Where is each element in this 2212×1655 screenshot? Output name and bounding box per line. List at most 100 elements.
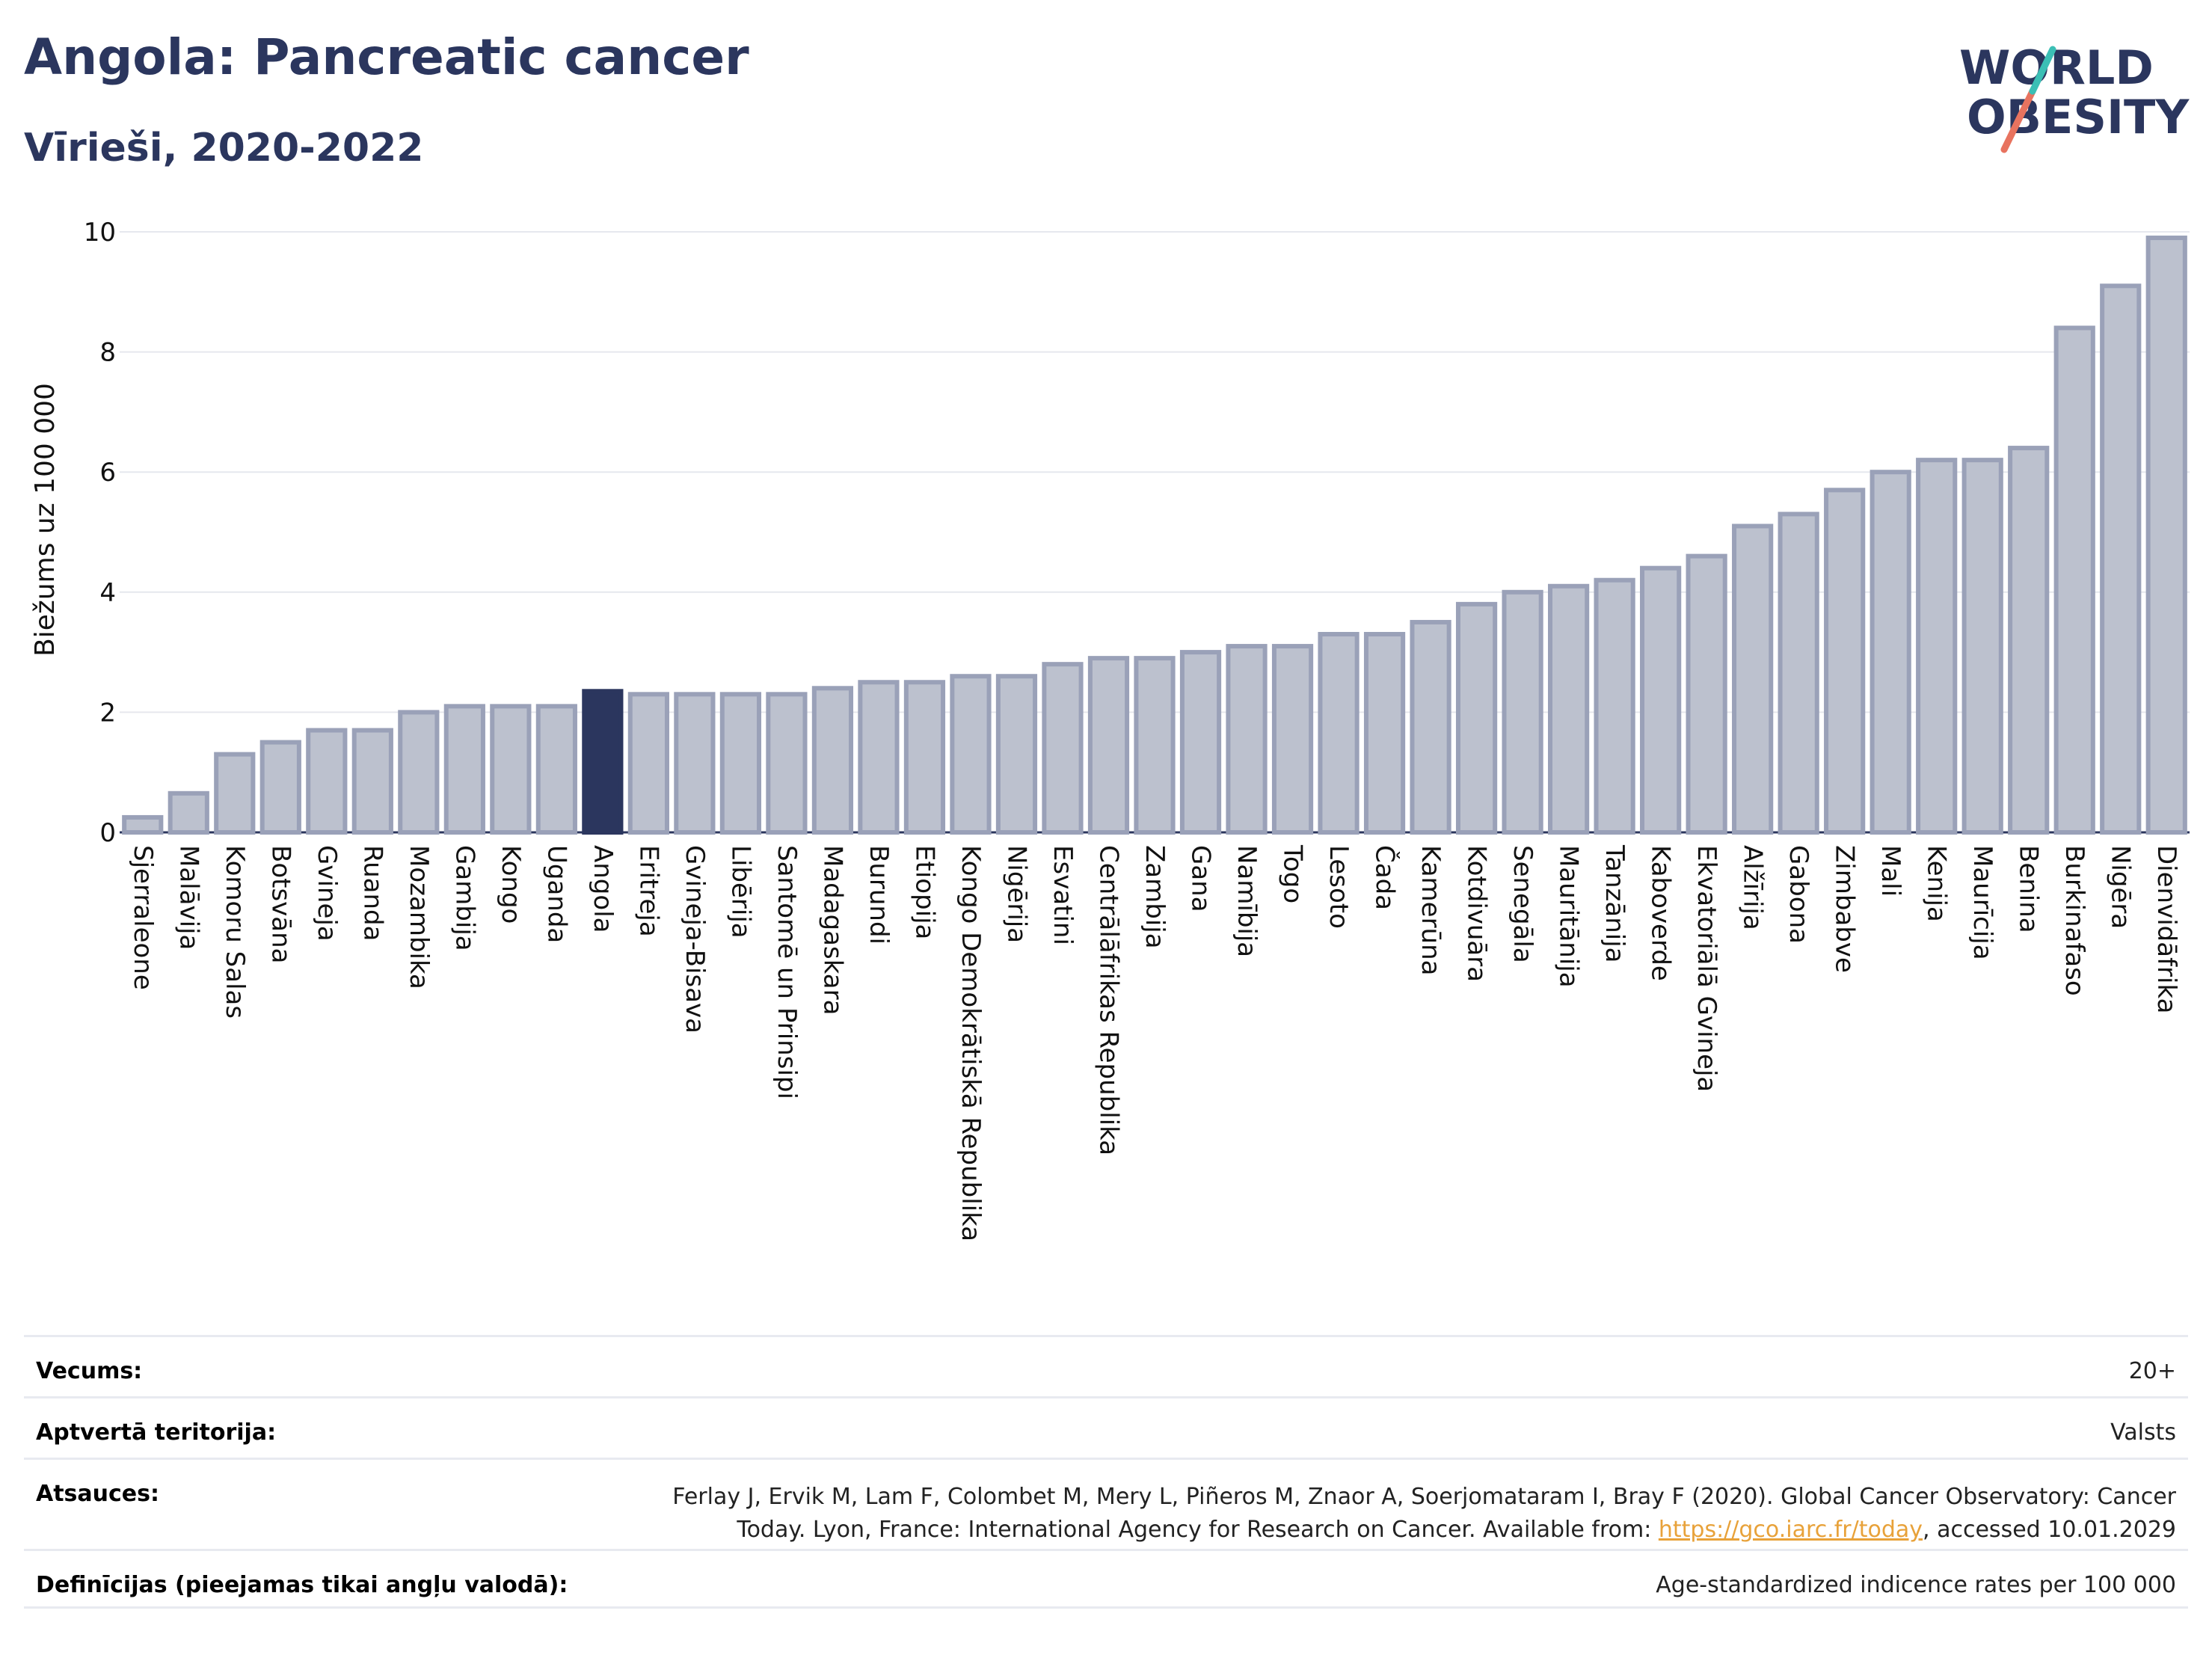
bar-uganda [535, 704, 577, 835]
references-value: Ferlay J, Ervik M, Lam F, Colombet M, Me… [672, 1481, 2176, 1547]
x-tick-label: Nigēra [2106, 845, 2136, 929]
bar-gana [1179, 650, 1222, 835]
bar-zambija [1134, 656, 1176, 835]
y-tick-label: 2 [99, 698, 116, 728]
y-tick-label: 6 [99, 458, 116, 488]
page-subtitle: Vīrieši, 2020-2022 [24, 126, 424, 171]
x-tick-label: Madagaskara [817, 845, 847, 1015]
y-tick-label: 0 [99, 818, 116, 848]
definitions-label: Definīcijas (pieejamas tikai angļu valod… [36, 1572, 568, 1598]
x-tick-label: Ruanda [357, 845, 387, 941]
bar-komoru-salas [214, 752, 256, 835]
x-tick-label: Libērija [725, 845, 755, 939]
age-value: 20+ [2128, 1358, 2176, 1384]
bar-chart: 0 2 4 6 8 10 Sjerraleone Malāvija Komoru Salas B… [30, 218, 2190, 1241]
metadata-table: Vecums: 20+ Aptvertā teritorija: Valsts … [24, 1335, 2188, 1609]
meta-row-references: Atsauces: Ferlay J, Ervik M, Lam F, Colo… [24, 1458, 2188, 1549]
references-text: Today. Lyon, France: International Agenc… [737, 1517, 1659, 1543]
bar-mozambika [398, 710, 440, 835]
y-tick-label: 10 [84, 218, 116, 248]
x-tick-label: Santomē un Prinsipi [772, 845, 802, 1099]
bar-libērija [719, 692, 762, 835]
bar-alžīrija [1732, 523, 1774, 835]
meta-row-age: Vecums: 20+ [24, 1335, 2188, 1396]
x-tick-label: Kotdivuāra [1462, 845, 1492, 982]
x-tick-label: Gvineja [312, 845, 342, 942]
bar-nigērija [995, 674, 1038, 835]
x-tick-label: Benina [2014, 845, 2044, 933]
x-tick-label: Mali [1875, 845, 1905, 897]
x-tick-label: Mauritānija [1554, 845, 1584, 988]
x-tick-label: Dienvidāfrika [2151, 845, 2181, 1013]
page-title: Angola: Pancreatic cancer [24, 28, 749, 86]
logo-line1: WORLD [1959, 40, 2154, 95]
bar-burkinafaso [2053, 325, 2095, 835]
bar-burundi [858, 680, 900, 835]
x-tick-label: Gambija [449, 845, 479, 951]
bar-gvineja-bisava [674, 692, 716, 835]
bar-ekvatoriālā-gvineja [1686, 553, 1727, 835]
x-tick-label: Angola [588, 845, 618, 933]
bar-kamerūna [1410, 619, 1451, 835]
bar-namībija [1226, 644, 1268, 835]
y-tick-labels: 0 2 4 6 8 10 [84, 218, 116, 848]
bar-zimbabve [1824, 488, 1866, 835]
bar-malāvija [168, 790, 209, 835]
bar-etiopija [903, 680, 946, 835]
x-tick-label: Burundi [864, 845, 894, 945]
age-label: Vecums: [36, 1358, 143, 1384]
bar-čada [1363, 632, 1406, 835]
x-tick-label: Togo [1278, 844, 1308, 903]
bars [122, 236, 2187, 835]
bar-kenija [1916, 458, 1958, 835]
x-tick-label: Nigērija [1001, 845, 1031, 943]
x-tick-label: Botsvāna [265, 845, 295, 964]
bar-eritreja [627, 692, 669, 835]
references-line-1: Ferlay J, Ervik M, Lam F, Colombet M, Me… [672, 1484, 2176, 1510]
x-tick-label: Etiopija [909, 845, 939, 939]
references-line-2: Today. Lyon, France: International Agenc… [672, 1514, 2176, 1547]
x-tick-label: Komoru Salas [220, 845, 250, 1019]
x-tick-label: Zimbabve [1830, 845, 1860, 973]
x-tick-label: Uganda [541, 845, 571, 943]
references-accessed: , accessed 10.01.2029 [1923, 1517, 2176, 1543]
bar-centrālāfrikas-republika [1087, 656, 1130, 835]
bar-kongo [490, 704, 532, 835]
bar-ruanda [351, 728, 393, 835]
x-tick-label: Senegāla [1508, 845, 1537, 963]
x-tick-label: Sjerraleone [128, 845, 158, 990]
x-tick-label: Burkinafaso [2059, 845, 2089, 996]
x-tick-label: Kamerūna [1416, 845, 1446, 975]
x-tick-label: Kongo [496, 845, 526, 924]
x-tick-label: Namībija [1232, 845, 1262, 957]
x-tick-label: Centrālāfrikas Republika [1093, 845, 1123, 1155]
bar-tanzānija [1594, 577, 1635, 835]
references-label: Atsauces: [36, 1481, 159, 1507]
bar-kongo-demokrātiskā-republika [950, 674, 992, 835]
bar-esvatini [1042, 662, 1084, 835]
bar-botsvāna [259, 740, 301, 835]
bar-mauritānija [1547, 583, 1590, 835]
bar-kaboverde [1640, 565, 1682, 835]
x-tick-label: Eritreja [633, 845, 663, 937]
meta-row-territory: Aptvertā teritorija: Valsts [24, 1396, 2188, 1458]
bar-madagaskara [811, 686, 854, 835]
x-tick-label: Esvatini [1048, 845, 1078, 945]
x-tick-label: Kongo Demokrātiskā Republika [956, 845, 986, 1241]
x-tick-label: Alžīrija [1738, 845, 1768, 930]
x-tick-label: Ekvatoriālā Gvineja [1692, 845, 1721, 1092]
bar-gvineja [306, 728, 348, 835]
bar-angola [582, 689, 624, 835]
bar-togo [1271, 644, 1314, 835]
definitions-value: Age-standardized indicence rates per 100… [1656, 1572, 2176, 1598]
x-tick-label: Zambija [1140, 845, 1170, 949]
bar-dienvidāfrika [2145, 236, 2187, 835]
bar-kotdivuāra [1455, 601, 1498, 835]
x-tick-label: Čada [1370, 845, 1401, 910]
x-tick-label: Kenija [1922, 845, 1952, 922]
territory-value: Valsts [2110, 1419, 2176, 1446]
y-axis-label: Biežums uz 100 000 [30, 383, 61, 657]
x-tick-labels: Sjerraleone Malāvija Komoru Salas Botsvāna G… [128, 844, 2181, 1241]
references-link[interactable]: https://gco.iarc.fr/today [1658, 1517, 1923, 1543]
logo-line2: OBESITY [1967, 90, 2190, 144]
